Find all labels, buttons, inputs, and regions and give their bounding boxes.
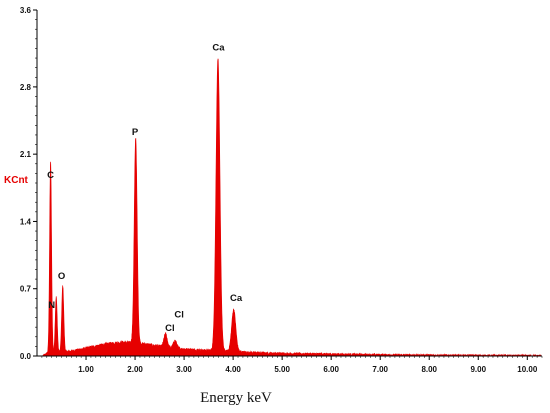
y-tick-label: 0.7 <box>20 285 32 294</box>
x-tick-label: 7.00 <box>372 365 388 374</box>
x-tick-label: 3.00 <box>176 365 192 374</box>
peak-label: N <box>48 300 55 311</box>
x-tick-label: 10.00 <box>517 365 538 374</box>
peak-label: Cl <box>165 323 175 334</box>
x-tick-label: 6.00 <box>323 365 339 374</box>
y-axis-label: KCnt <box>4 175 29 186</box>
peak-label: Ca <box>230 293 243 304</box>
axes <box>36 10 542 357</box>
spectrum-area <box>42 58 542 358</box>
y-axis-ticks: 0.0 0.7 1.4 2.1 2.8 3.6 <box>20 6 37 361</box>
peak-label: Cl <box>174 310 184 321</box>
y-tick-label: 1.4 <box>20 217 32 226</box>
x-axis-label: Energy keV <box>200 390 272 406</box>
peak-labels: C N O P Cl Cl Ca Ca <box>47 42 243 334</box>
x-tick-label: 2.00 <box>127 365 143 374</box>
peak-label: Ca <box>212 42 225 53</box>
x-tick-label: 4.00 <box>225 365 241 374</box>
y-tick-label: 3.6 <box>20 6 32 15</box>
peak-label: C <box>47 170 54 181</box>
x-tick-label: 8.00 <box>421 365 437 374</box>
y-tick-label: 2.8 <box>20 83 32 92</box>
x-axis-ticks: 1.00 2.00 3.00 4.00 5.00 6.00 7.00 8.00 9.00 10.0… <box>41 356 543 374</box>
x-tick-label: 5.00 <box>274 365 290 374</box>
spectrum-fill <box>42 58 542 358</box>
y-tick-label: 0.0 <box>20 352 32 361</box>
x-tick-label: 9.00 <box>470 365 486 374</box>
x-tick-label: 1.00 <box>78 365 94 374</box>
y-tick-label: 2.1 <box>20 150 32 159</box>
peak-label: O <box>58 271 65 282</box>
peak-label: P <box>132 127 139 138</box>
